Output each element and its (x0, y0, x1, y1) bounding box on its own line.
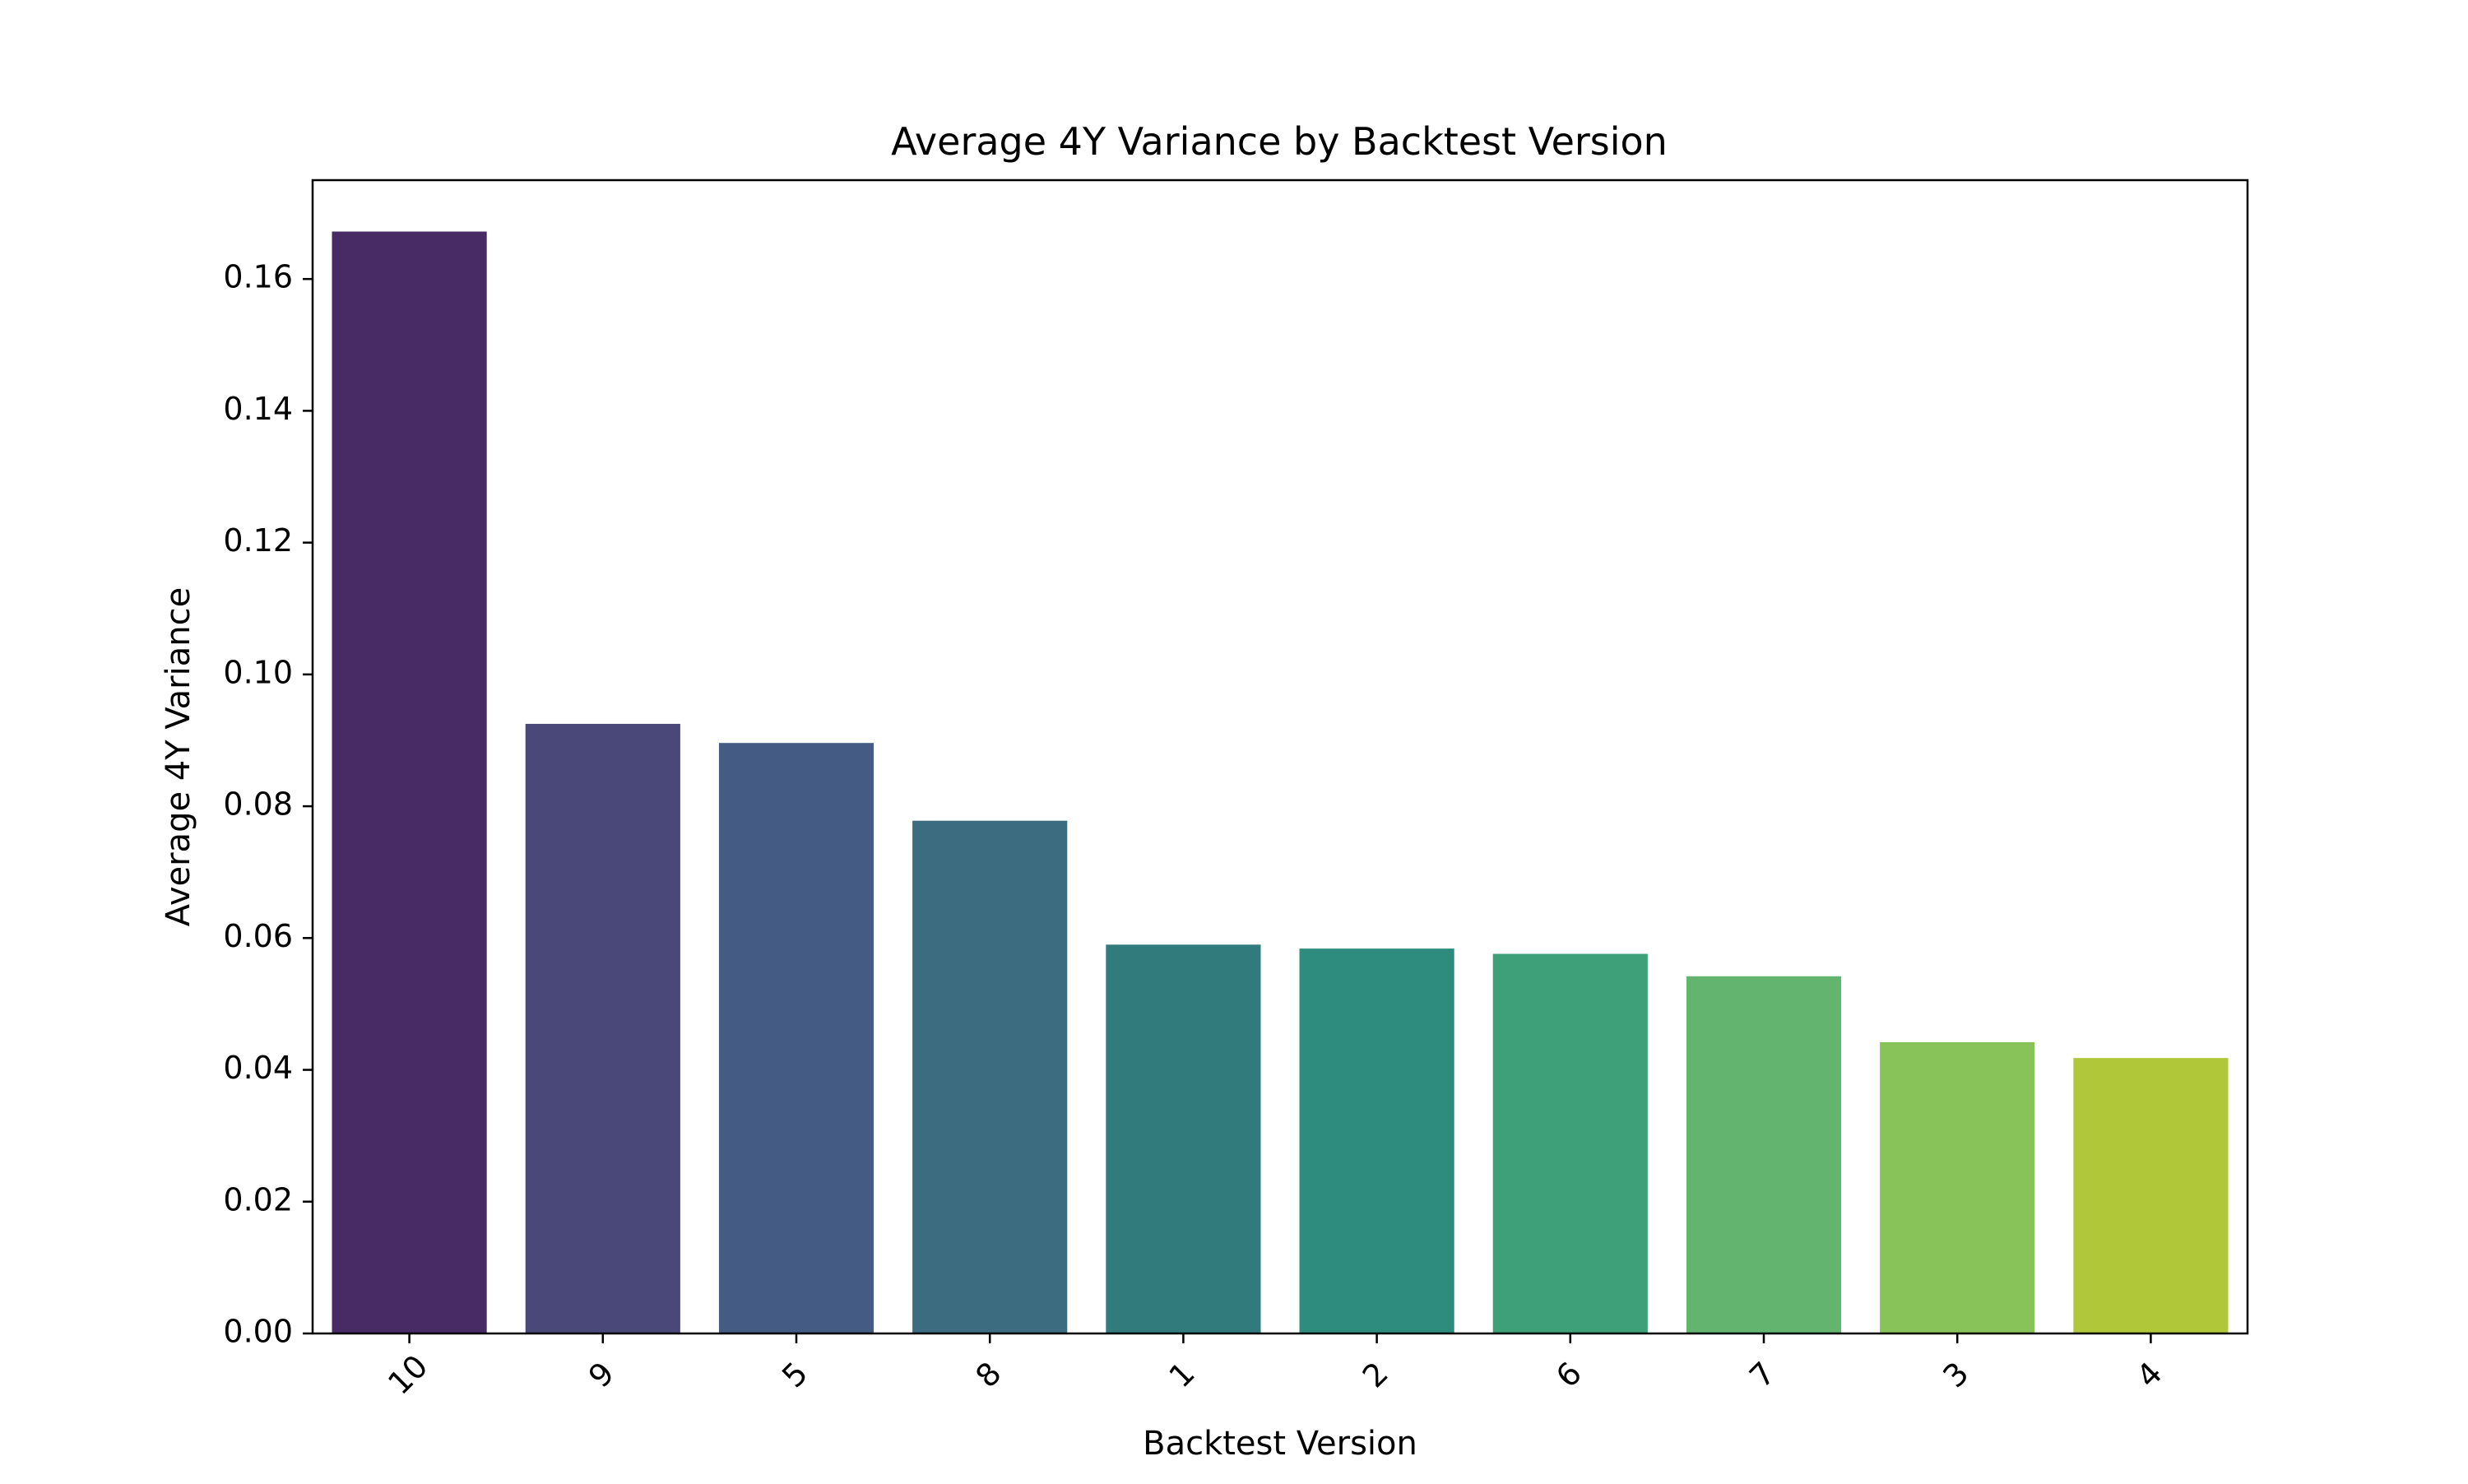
y-axis-label: Average 4Y Variance (160, 587, 197, 926)
y-tick-label: 0.10 (223, 654, 293, 690)
bar-8 (912, 820, 1068, 1333)
x-tick-label-2: 2 (1356, 1355, 1395, 1394)
x-axis: 10 9 5 8 1 2 6 7 3 4 (381, 1333, 2169, 1402)
bars-layer (332, 231, 2229, 1333)
x-tick-label-3: 3 (1936, 1355, 1975, 1394)
y-tick-label: 0.04 (223, 1050, 293, 1086)
y-tick-label: 0.06 (223, 918, 293, 954)
y-tick-label: 0.08 (223, 786, 293, 823)
x-tick-label-4: 4 (2130, 1355, 2169, 1394)
x-tick-label-6: 6 (1549, 1355, 1589, 1394)
x-tick-label-1: 1 (1162, 1355, 1202, 1394)
bar-3 (1880, 1041, 2035, 1333)
bar-6 (1492, 953, 1648, 1333)
plot-frame (311, 179, 2249, 1335)
chart-title: Average 4Y Variance by Backtest Version (891, 119, 1668, 164)
y-tick-label: 0.12 (223, 522, 293, 559)
x-axis-label: Backtest Version (1143, 1425, 1417, 1463)
bar-5 (718, 743, 874, 1333)
x-tick-label-7: 7 (1742, 1355, 1782, 1394)
y-tick-label: 0.00 (223, 1314, 293, 1350)
y-axis: 0.00 0.02 0.04 0.06 0.08 0.10 0.12 0.14 0.16 (223, 259, 313, 1350)
bar-9 (525, 723, 680, 1333)
x-tick-label-9: 9 (582, 1355, 621, 1394)
y-tick-label: 0.14 (223, 391, 293, 427)
bar-4 (2073, 1058, 2229, 1333)
bar-7 (1686, 976, 1842, 1333)
x-tick-label-5: 5 (775, 1355, 814, 1394)
x-tick-label-8: 8 (968, 1355, 1008, 1394)
y-tick-label: 0.16 (223, 259, 293, 295)
bar-1 (1106, 944, 1261, 1333)
x-tick-label-10: 10 (381, 1348, 434, 1402)
y-tick-label: 0.02 (223, 1181, 293, 1217)
bar-10 (332, 231, 487, 1333)
bar-2 (1299, 948, 1454, 1333)
